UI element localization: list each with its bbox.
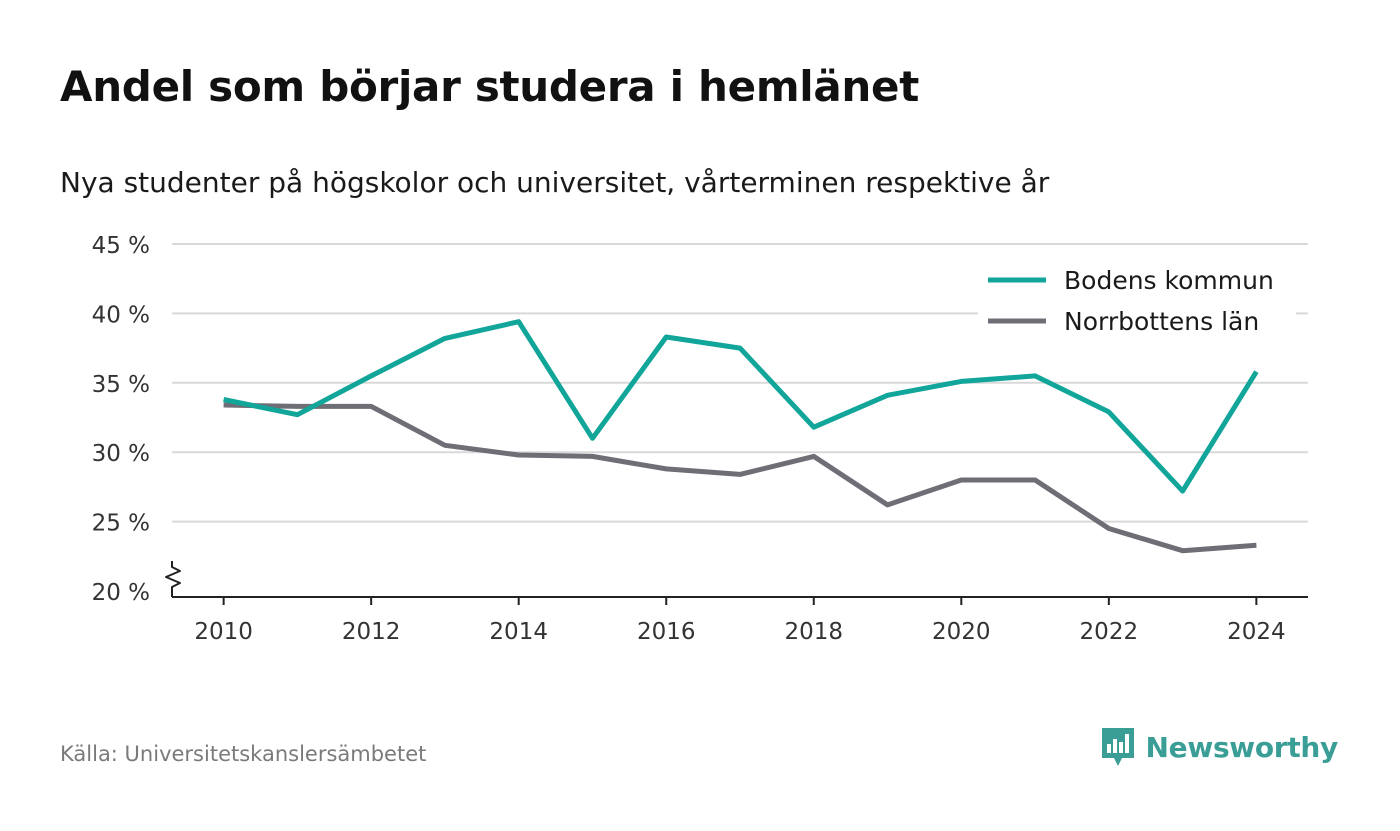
newsworthy-logo-text: Newsworthy [1145, 730, 1339, 764]
legend-label-1: Norrbottens län [1064, 307, 1259, 336]
y-tick-label: 40 % [92, 302, 150, 328]
y-tick-label: 20 % [92, 580, 150, 606]
y-axis-break-icon [165, 561, 181, 597]
x-tick-label: 2018 [784, 619, 843, 645]
series-line-0 [223, 319, 1259, 494]
x-tick-label: 2012 [342, 619, 401, 645]
x-tick-label: 2020 [932, 619, 991, 645]
x-tick-label: 2010 [194, 619, 253, 645]
legend-background [978, 262, 1296, 346]
y-tick-label: 35 % [92, 372, 150, 398]
y-tick-label: 45 % [92, 233, 150, 259]
newsworthy-logo: Newsworthy [1100, 726, 1338, 768]
x-tick-label: 2014 [489, 619, 548, 645]
source-note: Källa: Universitetskanslersämbetet [60, 742, 427, 766]
newsworthy-logo-icon [1101, 728, 1134, 766]
x-tick-label: 2024 [1227, 619, 1286, 645]
chart-subtitle: Nya studenter på högskolor och universit… [60, 166, 1050, 199]
chart-title: Andel som börjar studera i hemlänet [60, 62, 919, 111]
legend-label-0: Bodens kommun [1064, 266, 1274, 295]
series-line-1 [223, 402, 1257, 554]
x-tick-label: 2022 [1080, 619, 1139, 645]
y-tick-label: 30 % [92, 441, 150, 467]
y-tick-label: 25 % [92, 511, 150, 537]
x-tick-label: 2016 [637, 619, 696, 645]
